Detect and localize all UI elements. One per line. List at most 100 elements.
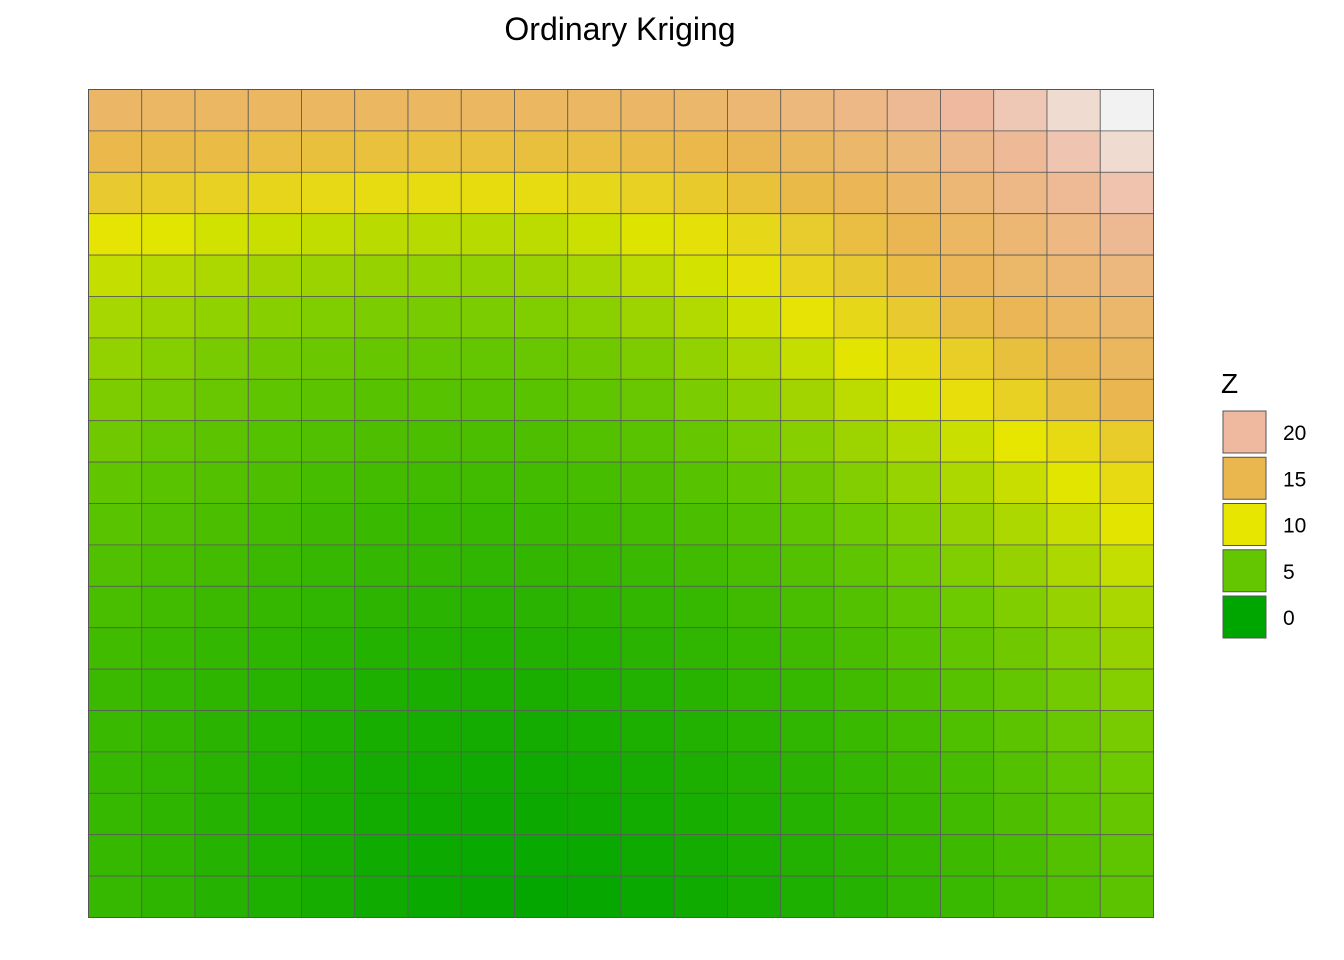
heatmap-cell [514, 710, 569, 753]
legend-key [1222, 410, 1267, 454]
heatmap-cell [194, 792, 249, 836]
heatmap-cell [514, 834, 569, 877]
heatmap-cell [1046, 461, 1101, 504]
heatmap-cell [141, 751, 196, 794]
heatmap-cell [354, 834, 409, 877]
heatmap-cell [886, 213, 941, 256]
heatmap-cell [194, 254, 249, 297]
heatmap-cell [886, 254, 941, 297]
heatmap-cell [567, 254, 622, 297]
heatmap-cell [886, 834, 941, 877]
heatmap-cell [727, 875, 782, 918]
heatmap-cell [1046, 585, 1101, 629]
heatmap-cell [88, 710, 143, 753]
heatmap-cell [88, 461, 143, 504]
heatmap-cell [194, 544, 249, 587]
heatmap-cell [780, 420, 835, 463]
heatmap-cell [1046, 296, 1101, 339]
heatmap-cell [780, 378, 835, 422]
heatmap-cell [727, 171, 782, 215]
heatmap-cell [354, 461, 409, 504]
heatmap-cell [141, 710, 196, 753]
legend-label: 15 [1283, 468, 1306, 491]
heatmap-cell [194, 171, 249, 215]
heatmap-cell [833, 378, 888, 422]
heatmap-cell [407, 420, 462, 463]
heatmap-cell [354, 585, 409, 629]
heatmap-cell [141, 89, 196, 132]
heatmap-cell [993, 875, 1048, 918]
heatmap-cell [1046, 420, 1101, 463]
heatmap-cell [301, 254, 356, 297]
heatmap-cell [833, 213, 888, 256]
heatmap-cell [407, 337, 462, 380]
heatmap-cell [1099, 710, 1154, 753]
heatmap-cell [88, 668, 143, 711]
heatmap-cell [567, 668, 622, 711]
heatmap-cell [141, 130, 196, 173]
heatmap-cell [460, 378, 515, 422]
heatmap-cell [567, 834, 622, 877]
heatmap-cell [1099, 89, 1154, 132]
heatmap-cell [833, 420, 888, 463]
heatmap-cell [727, 254, 782, 297]
heatmap-cell [301, 544, 356, 587]
heatmap-cell [727, 544, 782, 587]
heatmap-cell [514, 544, 569, 587]
heatmap-cell [460, 544, 515, 587]
heatmap-cell [407, 254, 462, 297]
heatmap-cell [514, 337, 569, 380]
heatmap-cell [780, 792, 835, 836]
heatmap-cell [620, 337, 675, 380]
heatmap-cell [301, 171, 356, 215]
heatmap-cell [833, 296, 888, 339]
heatmap-cell [620, 378, 675, 422]
heatmap-cell [1046, 710, 1101, 753]
heatmap-cell [141, 378, 196, 422]
heatmap-cell [1099, 875, 1154, 918]
heatmap-cell [514, 668, 569, 711]
heatmap-cell [1046, 503, 1101, 546]
heatmap-cell [886, 378, 941, 422]
heatmap-cell [620, 875, 675, 918]
heatmap-cell [88, 544, 143, 587]
heatmap-cell [727, 89, 782, 132]
heatmap-cell [673, 751, 728, 794]
heatmap-cell [886, 875, 941, 918]
heatmap-cell [460, 130, 515, 173]
heatmap-cell [833, 130, 888, 173]
heatmap-cell [460, 834, 515, 877]
heatmap-cell [940, 751, 995, 794]
heatmap-cell [833, 503, 888, 546]
heatmap-cell [88, 792, 143, 836]
heatmap-cell [301, 378, 356, 422]
heatmap-cell [833, 254, 888, 297]
heatmap-cell [780, 875, 835, 918]
chart-title: Ordinary Kriging [504, 11, 735, 47]
heatmap-cell [567, 420, 622, 463]
heatmap-cell [940, 792, 995, 836]
heatmap-cell [407, 503, 462, 546]
heatmap-cell [88, 337, 143, 380]
heatmap-cell [886, 544, 941, 587]
heatmap-cell [354, 710, 409, 753]
heatmap-cell [567, 171, 622, 215]
heatmap-cell [301, 420, 356, 463]
heatmap-cell [88, 378, 143, 422]
heatmap-cell [567, 89, 622, 132]
heatmap-cell [460, 296, 515, 339]
heatmap-cell [514, 751, 569, 794]
heatmap-cell [993, 296, 1048, 339]
legend-label: 5 [1283, 561, 1295, 584]
heatmap-cell [727, 585, 782, 629]
heatmap-cell [833, 792, 888, 836]
heatmap-cell [1099, 378, 1154, 422]
heatmap-cell [407, 130, 462, 173]
heatmap-cell [88, 875, 143, 918]
heatmap-cell [1099, 171, 1154, 215]
heatmap-cell [141, 337, 196, 380]
heatmap-cell [354, 378, 409, 422]
heatmap-cell [141, 171, 196, 215]
heatmap-cell [620, 420, 675, 463]
heatmap-cell [673, 668, 728, 711]
